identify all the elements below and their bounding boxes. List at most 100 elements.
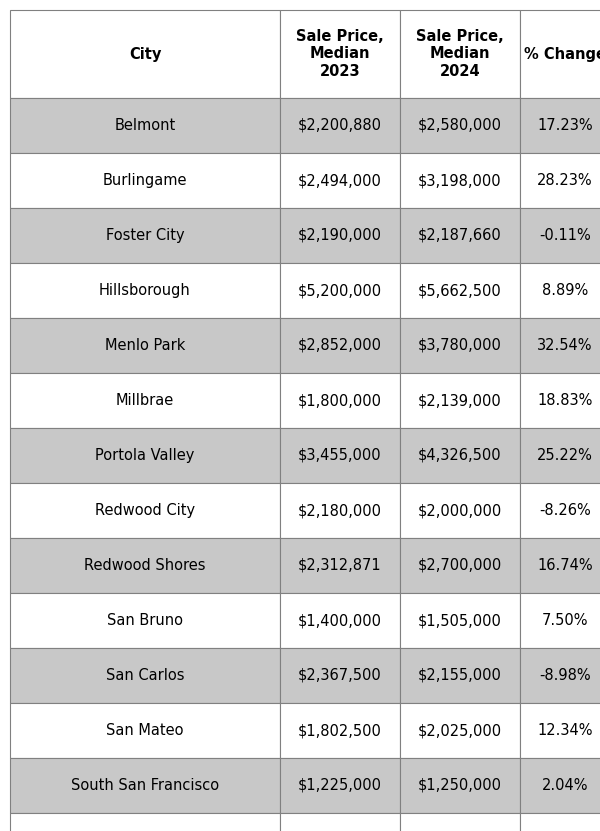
- Text: $2,580,000: $2,580,000: [418, 118, 502, 133]
- Bar: [10, 10, 280, 98]
- Text: $3,455,000: $3,455,000: [298, 448, 382, 463]
- Text: San Bruno: San Bruno: [107, 613, 183, 628]
- Bar: [280, 318, 400, 373]
- Bar: [520, 483, 600, 538]
- Text: San Mateo: San Mateo: [106, 723, 184, 738]
- Bar: [520, 208, 600, 263]
- Text: 25.22%: 25.22%: [537, 448, 593, 463]
- Bar: [280, 758, 400, 813]
- Text: 2.04%: 2.04%: [542, 778, 588, 793]
- Bar: [520, 318, 600, 373]
- Text: Redwood City: Redwood City: [95, 503, 195, 518]
- Bar: [400, 263, 520, 318]
- Bar: [280, 593, 400, 648]
- Bar: [280, 263, 400, 318]
- Bar: [10, 153, 280, 208]
- Text: % Change: % Change: [524, 47, 600, 61]
- Text: 17.23%: 17.23%: [537, 118, 593, 133]
- Text: Sale Price,
Median
2023: Sale Price, Median 2023: [296, 29, 384, 79]
- Bar: [280, 428, 400, 483]
- Text: $2,180,000: $2,180,000: [298, 503, 382, 518]
- Text: $2,700,000: $2,700,000: [418, 558, 502, 573]
- Text: $2,852,000: $2,852,000: [298, 338, 382, 353]
- Bar: [280, 813, 400, 831]
- Text: 18.83%: 18.83%: [538, 393, 593, 408]
- Bar: [520, 813, 600, 831]
- Text: Burlingame: Burlingame: [103, 173, 187, 188]
- Text: Foster City: Foster City: [106, 228, 184, 243]
- Text: $2,190,000: $2,190,000: [298, 228, 382, 243]
- Bar: [400, 428, 520, 483]
- Text: Hillsborough: Hillsborough: [99, 283, 191, 298]
- Bar: [520, 263, 600, 318]
- Bar: [520, 428, 600, 483]
- Text: $3,198,000: $3,198,000: [418, 173, 502, 188]
- Text: $2,139,000: $2,139,000: [418, 393, 502, 408]
- Bar: [10, 428, 280, 483]
- Bar: [280, 483, 400, 538]
- Bar: [10, 98, 280, 153]
- Bar: [400, 98, 520, 153]
- Bar: [10, 373, 280, 428]
- Bar: [10, 263, 280, 318]
- Text: $1,800,000: $1,800,000: [298, 393, 382, 408]
- Text: $2,187,660: $2,187,660: [418, 228, 502, 243]
- Text: Millbrae: Millbrae: [116, 393, 174, 408]
- Bar: [520, 703, 600, 758]
- Bar: [280, 208, 400, 263]
- Text: 7.50%: 7.50%: [542, 613, 588, 628]
- Bar: [520, 593, 600, 648]
- Text: Redwood Shores: Redwood Shores: [84, 558, 206, 573]
- Bar: [280, 538, 400, 593]
- Text: 12.34%: 12.34%: [537, 723, 593, 738]
- Bar: [400, 483, 520, 538]
- Bar: [280, 98, 400, 153]
- Text: $2,200,880: $2,200,880: [298, 118, 382, 133]
- Text: 8.89%: 8.89%: [542, 283, 588, 298]
- Bar: [400, 813, 520, 831]
- Text: $2,312,871: $2,312,871: [298, 558, 382, 573]
- Text: $1,400,000: $1,400,000: [298, 613, 382, 628]
- Text: 28.23%: 28.23%: [537, 173, 593, 188]
- Bar: [10, 593, 280, 648]
- Bar: [520, 373, 600, 428]
- Bar: [10, 483, 280, 538]
- Text: South San Francisco: South San Francisco: [71, 778, 219, 793]
- Bar: [280, 703, 400, 758]
- Text: $2,367,500: $2,367,500: [298, 668, 382, 683]
- Bar: [10, 318, 280, 373]
- Text: Menlo Park: Menlo Park: [105, 338, 185, 353]
- Text: $2,494,000: $2,494,000: [298, 173, 382, 188]
- Text: $1,225,000: $1,225,000: [298, 778, 382, 793]
- Bar: [280, 373, 400, 428]
- Bar: [520, 648, 600, 703]
- Text: $1,505,000: $1,505,000: [418, 613, 502, 628]
- Bar: [400, 318, 520, 373]
- Text: Sale Price,
Median
2024: Sale Price, Median 2024: [416, 29, 504, 79]
- Bar: [10, 648, 280, 703]
- Bar: [520, 10, 600, 98]
- Bar: [400, 10, 520, 98]
- Bar: [10, 758, 280, 813]
- Text: $3,780,000: $3,780,000: [418, 338, 502, 353]
- Text: Belmont: Belmont: [115, 118, 176, 133]
- Bar: [10, 538, 280, 593]
- Text: -8.98%: -8.98%: [539, 668, 591, 683]
- Bar: [10, 208, 280, 263]
- Text: $1,802,500: $1,802,500: [298, 723, 382, 738]
- Bar: [280, 153, 400, 208]
- Text: City: City: [129, 47, 161, 61]
- Bar: [400, 758, 520, 813]
- Bar: [10, 703, 280, 758]
- Bar: [520, 98, 600, 153]
- Bar: [400, 208, 520, 263]
- Text: San Carlos: San Carlos: [106, 668, 184, 683]
- Bar: [280, 648, 400, 703]
- Text: Portola Valley: Portola Valley: [95, 448, 194, 463]
- Text: $4,326,500: $4,326,500: [418, 448, 502, 463]
- Text: $5,200,000: $5,200,000: [298, 283, 382, 298]
- Bar: [400, 373, 520, 428]
- Text: $2,155,000: $2,155,000: [418, 668, 502, 683]
- Text: -8.26%: -8.26%: [539, 503, 591, 518]
- Bar: [520, 538, 600, 593]
